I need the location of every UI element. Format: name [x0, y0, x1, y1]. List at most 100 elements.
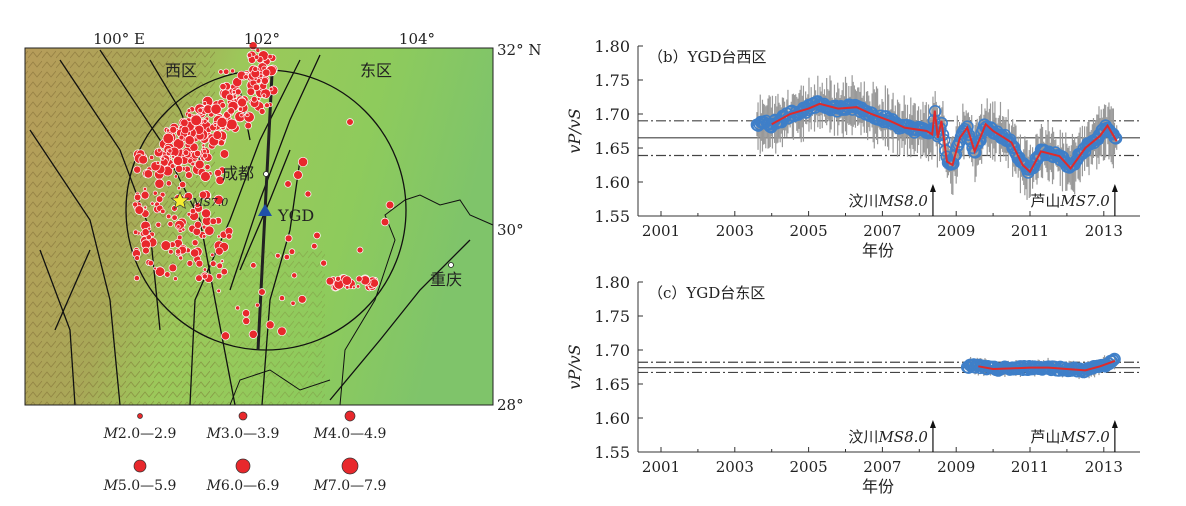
- earthquake-dot: [187, 112, 193, 118]
- legend-label: M2.0—2.9: [103, 426, 177, 442]
- earthquake-dot: [218, 69, 224, 75]
- earthquake-dot: [202, 101, 208, 106]
- earthquake-dot: [204, 225, 215, 236]
- earthquake-dot: [190, 248, 200, 258]
- event-magnitude: MS7.0: [1059, 192, 1110, 210]
- data-point: [961, 120, 974, 134]
- y-tick-label: 1.60: [594, 173, 630, 192]
- x-tick-label: 2007: [863, 222, 901, 240]
- earthquake-dot: [335, 275, 341, 282]
- event-name: 汶川: [848, 428, 878, 446]
- earthquake-dot: [179, 181, 187, 189]
- earthquake-dot: [198, 190, 208, 199]
- earthquake-dot: [226, 93, 234, 102]
- earthquake-dot: [277, 326, 287, 337]
- earthquake-dot: [264, 102, 270, 109]
- earthquake-dot: [216, 288, 221, 294]
- earthquake-dot: [250, 262, 257, 269]
- earthquake-dot: [204, 164, 211, 171]
- earthquake-dot: [142, 186, 148, 192]
- province-boundary: [229, 369, 331, 406]
- earthquake-dot: [186, 260, 194, 267]
- earthquake-dot: [231, 90, 236, 95]
- earthquake-dot: [232, 77, 243, 88]
- earthquake-dot: [215, 175, 225, 186]
- earthquake-dot: [246, 52, 253, 58]
- data-point: [1105, 355, 1119, 368]
- earthquake-dot: [181, 227, 186, 232]
- earthquake-dot: [184, 135, 195, 146]
- earthquake-dot: [153, 266, 157, 271]
- chengdu-marker: [263, 171, 269, 177]
- earthquake-dot: [304, 190, 312, 198]
- mainshock-star-icon: [170, 191, 190, 210]
- earthquake-dot: [201, 143, 206, 148]
- earthquake-dot: [212, 130, 223, 140]
- earthquake-dot: [160, 208, 166, 215]
- earthquake-dot: [209, 260, 217, 267]
- earthquake-dot: [182, 149, 190, 156]
- west-zone-label: 西区: [165, 61, 197, 80]
- earthquake-dot: [190, 114, 202, 127]
- x-tick-label: 2005: [790, 222, 828, 240]
- legend-circle: [137, 413, 143, 419]
- x-tick-label: 2011: [1011, 458, 1049, 476]
- earthquake-dot: [202, 267, 208, 272]
- chongqing-label: 重庆: [430, 270, 462, 289]
- earthquake-dot: [291, 272, 298, 279]
- earthquake-dot: [141, 228, 150, 237]
- earthquake-dot: [140, 190, 150, 200]
- panel-title: （c）YGD台东区: [648, 284, 765, 302]
- chengdu-label: 成都: [222, 164, 254, 183]
- earthquake-dot: [194, 201, 201, 209]
- earthquake-dot: [265, 320, 275, 330]
- panel-title: （b）YGD台西区: [648, 48, 767, 66]
- earthquake-dot: [150, 201, 155, 206]
- earthquake-dot: [345, 285, 350, 290]
- earthquake-dot: [202, 118, 208, 124]
- earthquake-dot: [244, 121, 252, 130]
- earthquake-dot: [234, 88, 242, 96]
- magnitude-legend: M2.0—2.9 M3.0—3.9 M4.0—4.9 M5.0—5.9 M6.0—6.9…: [103, 410, 386, 494]
- station-triangle-icon: [258, 204, 272, 216]
- earthquake-dot: [252, 66, 259, 72]
- earthquake-dot: [162, 132, 174, 145]
- earthquake-dot: [341, 275, 352, 286]
- earthquake-dot: [156, 147, 162, 153]
- lat-label: 30°: [497, 221, 524, 239]
- earthquake-dot: [352, 285, 356, 290]
- earthquake-dot: [284, 234, 293, 243]
- earthquake-dot: [168, 249, 174, 255]
- earthquake-dot: [262, 68, 271, 77]
- x-tick-label: 2003: [716, 458, 754, 476]
- chart-panel-c: 1.55 1.60 1.65 1.70 1.75 1.80 2001 2003 2005 2007…: [565, 273, 1140, 496]
- earthquake-dot: [164, 271, 171, 278]
- earthquake-dot: [297, 294, 307, 304]
- earthquake-dot: [290, 300, 296, 306]
- earthquake-dot: [267, 53, 273, 60]
- y-tick-label: 1.55: [594, 207, 630, 226]
- legend-circle: [133, 459, 147, 473]
- earthquake-dot: [155, 160, 160, 165]
- legend-circle: [344, 410, 356, 422]
- earthquake-dot: [193, 149, 202, 158]
- data-point: [1108, 352, 1121, 366]
- earthquake-dot: [168, 263, 178, 273]
- earthquake-dot: [210, 252, 215, 258]
- earthquake-dot: [346, 118, 354, 126]
- earthquake-dot: [251, 95, 258, 103]
- earthquake-dot: [201, 273, 208, 280]
- data-point: [1076, 147, 1089, 160]
- earthquake-dot: [246, 87, 256, 97]
- earthquake-dot: [173, 174, 179, 179]
- earthquake-dot: [142, 246, 150, 255]
- earthquake-dot: [268, 86, 274, 92]
- earthquake-dot: [219, 149, 230, 159]
- x-tick-label: 2013: [1085, 222, 1123, 240]
- earthquake-dot: [177, 234, 183, 241]
- earthquake-dot: [313, 231, 321, 240]
- earthquake-dot: [258, 288, 266, 296]
- earthquake-dot: [143, 169, 153, 179]
- earthquake-dot: [225, 233, 233, 240]
